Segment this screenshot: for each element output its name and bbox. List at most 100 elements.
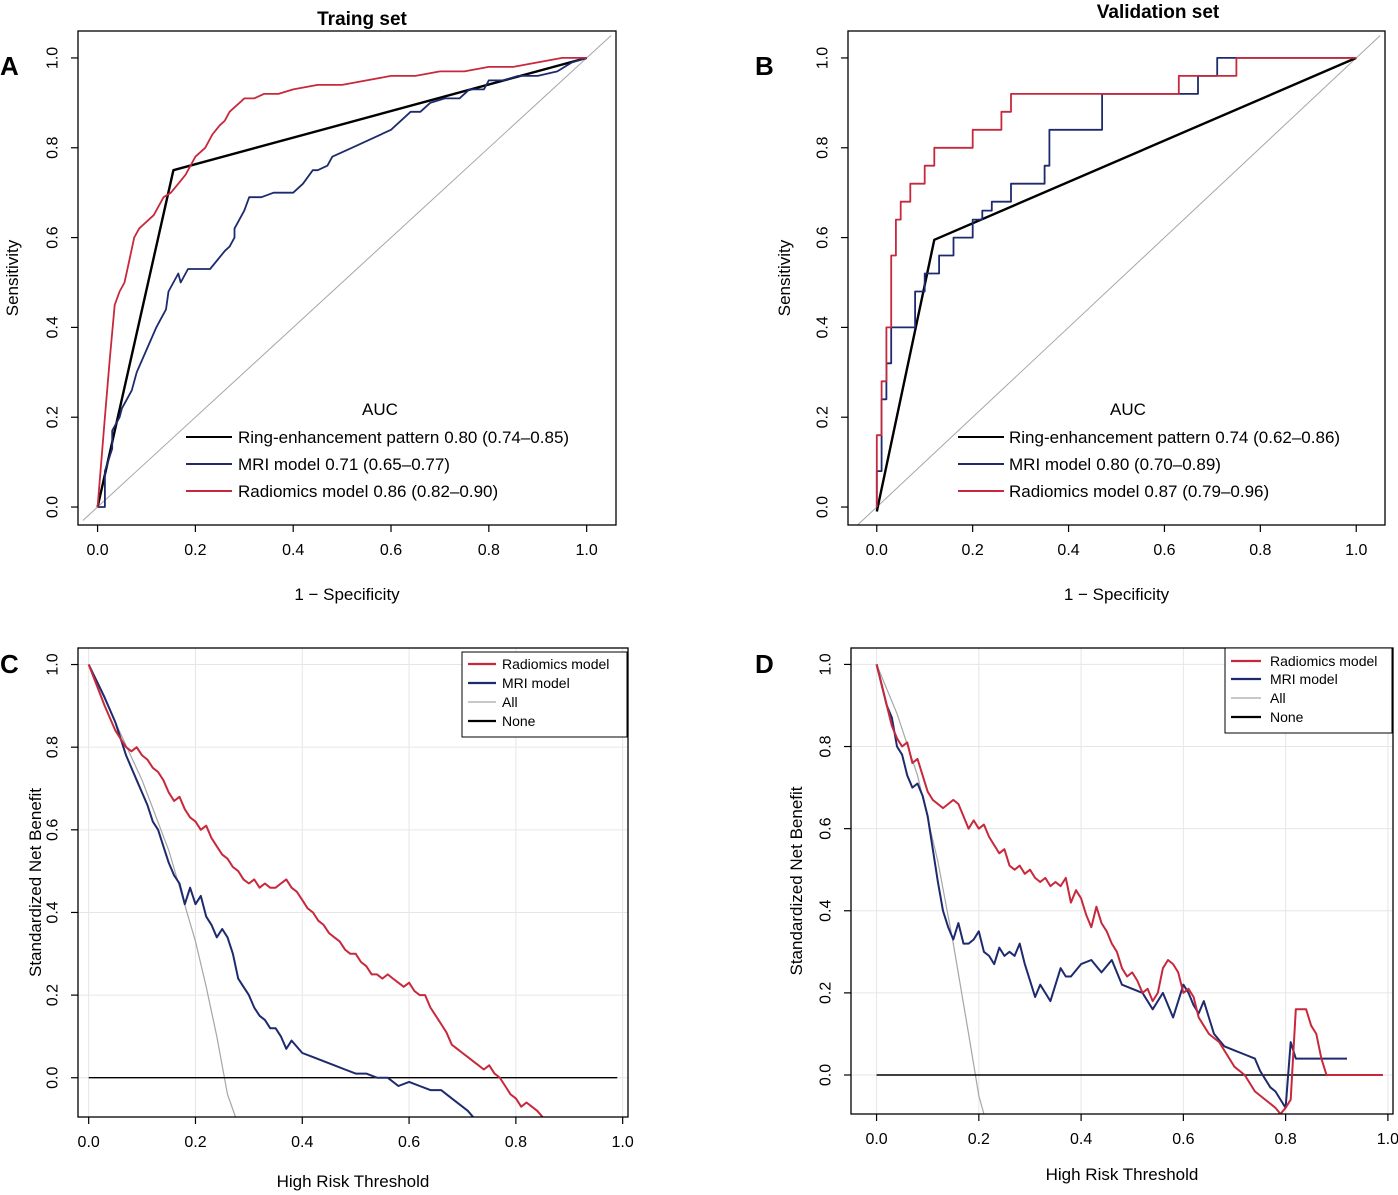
legend-auc: 0.71 (0.65–0.77)	[325, 455, 450, 474]
y-tick-label: 1.0	[45, 653, 62, 675]
y-axis-label: Sensitivity	[775, 239, 794, 316]
y-tick-label: 0.6	[45, 819, 62, 841]
legend-label: MRI model	[1009, 455, 1091, 474]
y-tick-label: 0.0	[818, 1064, 835, 1086]
y-tick-label: 0.0	[815, 496, 832, 518]
panel-letter: D	[755, 649, 774, 679]
legend-box	[1224, 647, 1393, 734]
y-tick-label: 0.6	[818, 817, 835, 839]
legend-auc: 0.74 (0.62–0.86)	[1215, 428, 1340, 447]
x-axis-label: 1 − Specificity	[294, 585, 400, 604]
y-tick-label: 0.4	[45, 901, 62, 923]
plot-frame	[77, 30, 617, 526]
y-tick-label: 0.0	[45, 496, 62, 518]
x-tick-label: 0.6	[398, 1134, 420, 1151]
x-axis-label: 1 − Specificity	[1064, 585, 1170, 604]
x-tick-label: 0.2	[968, 1131, 990, 1148]
y-tick-label: 0.2	[818, 982, 835, 1004]
panel-c: 0.0 0.2 0.4 0.6 0.8 1.0 0.0 0.2 0.4 0.6 0.8 1.0 High…	[0, 647, 634, 1191]
series-line-radiomics-model	[87, 664, 544, 1117]
legend-label: Radiomics model	[238, 482, 368, 501]
series-line-radiomics-model	[875, 57, 1357, 507]
legend-entry: MRI model 0.80 (0.70–0.89)	[1009, 455, 1221, 474]
panel-letter: A	[0, 51, 19, 81]
x-tick-label: 0.8	[478, 542, 500, 559]
legend-entry: Ring-enhancement pattern 0.80 (0.74–0.85)	[238, 428, 569, 447]
reference-diagonal	[857, 35, 1381, 525]
x-tick-label: 0.4	[1057, 542, 1079, 559]
series-line-all	[88, 664, 237, 1117]
plot-frame	[850, 647, 1394, 1115]
plot-frame	[77, 647, 629, 1118]
x-tick-label: 0.0	[866, 542, 888, 559]
legend-label: MRI model	[238, 455, 320, 474]
legend-label: Radiomics model	[1009, 482, 1139, 501]
x-tick-label: 0.4	[291, 1134, 313, 1151]
legend-label: All	[502, 694, 518, 710]
series-line-all	[876, 664, 985, 1114]
x-tick-label: 0.2	[184, 542, 206, 559]
y-tick-label: 1.0	[818, 653, 835, 675]
legend-auc: 0.80 (0.74–0.85)	[444, 428, 569, 447]
x-tick-label: 1.0	[1377, 1131, 1398, 1148]
legend: AUC Ring-enhancement pattern 0.80 (0.74–0.…	[186, 400, 569, 501]
chart-title: Validation set	[1097, 2, 1220, 23]
series-line-mri-model	[87, 664, 474, 1117]
panel-d: 0.0 0.2 0.4 0.6 0.8 1.0 0.0 0.2 0.4 0.6 0.8 1.0 High…	[755, 647, 1398, 1184]
x-tick-label: 0.6	[1153, 542, 1175, 559]
x-tick-label: 1.0	[612, 1134, 634, 1151]
legend-label: Radiomics model	[502, 656, 609, 672]
y-tick-label: 0.4	[818, 900, 835, 922]
legend-entry: Ring-enhancement pattern 0.74 (0.62–0.86)	[1009, 428, 1340, 447]
legend-label: MRI model	[1270, 671, 1338, 687]
x-tick-label: 0.0	[78, 1134, 100, 1151]
legend-entry: Radiomics model 0.86 (0.82–0.90)	[238, 482, 498, 501]
x-tick-label: 0.0	[86, 542, 108, 559]
series-line-radiomics-model	[96, 57, 587, 508]
y-tick-label: 1.0	[815, 47, 832, 69]
series-line-mri-model	[97, 57, 587, 508]
panel-b: 0.0 0.2 0.4 0.6 0.8 1.0 0.0 0.2 0.4 0.6 0.8 1.0 1 − …	[755, 2, 1386, 604]
y-tick-label: 0.0	[45, 1067, 62, 1089]
legend: AUC Ring-enhancement pattern 0.74 (0.62–0.…	[958, 400, 1340, 501]
chart-title: Traing set	[317, 9, 407, 30]
legend-entry: Radiomics model 0.87 (0.79–0.96)	[1009, 482, 1269, 501]
x-tick-label: 1.0	[1345, 542, 1367, 559]
panel-a: 0.0 0.2 0.4 0.6 0.8 1.0 0.0 0.2 0.4 0.6 0.8 1.0 1 − …	[0, 9, 617, 604]
x-tick-label: 0.6	[1172, 1131, 1194, 1148]
legend-label: All	[1270, 690, 1286, 706]
legend-title: AUC	[1110, 400, 1146, 419]
series-line-ring-enhancement-pattern	[875, 56, 1357, 512]
y-axis-label: Standardized Net Benefit	[787, 786, 806, 975]
y-tick-label: 0.4	[45, 316, 62, 338]
y-tick-label: 0.2	[815, 406, 832, 428]
series-line-ring-enhancement-pattern	[96, 56, 588, 508]
plot-frame	[847, 30, 1386, 526]
legend-label: Radiomics model	[1270, 653, 1377, 669]
legend-entry: MRI model 0.71 (0.65–0.77)	[238, 455, 450, 474]
series-line-mri-model	[875, 664, 1347, 1109]
y-tick-label: 0.2	[45, 984, 62, 1006]
x-tick-label: 0.2	[184, 1134, 206, 1151]
y-tick-label: 1.0	[45, 47, 62, 69]
legend-auc: 0.86 (0.82–0.90)	[373, 482, 498, 501]
legend-auc: 0.80 (0.70–0.89)	[1096, 455, 1221, 474]
panel-letter: B	[755, 51, 774, 81]
legend-label: Ring-enhancement pattern	[238, 428, 439, 447]
y-tick-label: 0.8	[815, 137, 832, 159]
x-axis-label: High Risk Threshold	[1046, 1165, 1199, 1184]
series-line-mri-model	[875, 57, 1357, 507]
series-line-radiomics-model	[875, 664, 1383, 1114]
y-axis-label: Sensitivity	[3, 239, 22, 316]
series-group	[875, 664, 1383, 1114]
y-tick-label: 0.8	[818, 735, 835, 757]
x-tick-label: 0.4	[1070, 1131, 1092, 1148]
legend-auc: 0.87 (0.79–0.96)	[1144, 482, 1269, 501]
legend-label: None	[1270, 709, 1304, 725]
y-tick-label: 0.8	[45, 137, 62, 159]
legend-box	[461, 651, 628, 738]
series-group	[82, 35, 612, 521]
legend-label: Ring-enhancement pattern	[1009, 428, 1210, 447]
legend-title: AUC	[362, 400, 398, 419]
